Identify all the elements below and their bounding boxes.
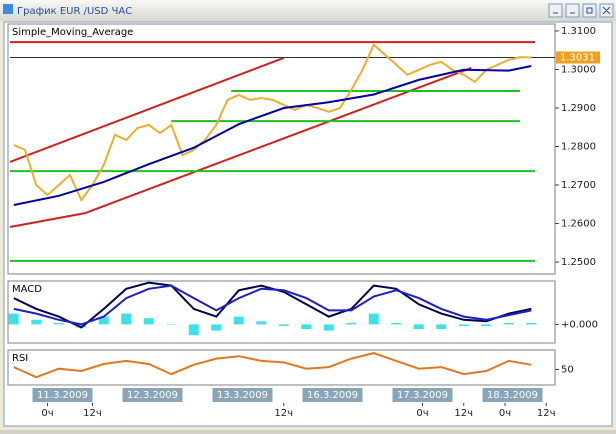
histogram-bar [503,322,514,325]
date-box [212,388,273,402]
histogram-bar [458,324,469,326]
window-title: График EUR /USD ЧАС [17,6,132,17]
histogram-bar [323,324,334,331]
button-glyphs [553,6,611,15]
date-box [392,388,453,402]
panel-frame [7,349,556,386]
histogram-bar [98,316,109,325]
histogram-bar [346,322,357,325]
date-label: 18.3.2009 [487,390,538,401]
histogram-bar [53,322,64,325]
histogram-bar [188,324,199,336]
drawn-line [9,212,86,228]
panel-label: Simple_Moving_Average [12,27,133,38]
hour-label: 0ч [41,408,53,419]
histogram-bar [256,321,267,325]
series-line [13,284,532,326]
hour-label: 12ч [537,408,556,419]
restore-button[interactable] [548,3,563,18]
histogram-bar [143,318,154,325]
date-label: 13.3.2009 [217,390,268,401]
window-icon [3,4,13,14]
hour-label: 12ч [274,408,293,419]
series-line [13,65,532,206]
histogram-bar [233,316,244,325]
series-line [13,352,532,379]
y-tick-label: +0.000 [561,319,598,330]
hour-label: 0ч [416,408,428,419]
y-tick-label: 1.2900 [561,103,596,114]
y-tick-label: 50 [561,364,574,375]
histogram-bar [211,324,222,331]
minimize-button[interactable] [565,3,580,18]
y-tick-label: 1.2600 [561,219,596,230]
histogram-bar [8,313,19,325]
date-box [302,388,363,402]
y-tick-label: 1.2700 [561,180,596,191]
date-label: 16.3.2009 [307,390,358,401]
hour-label: 12ч [83,408,102,419]
panel-label: RSI [12,353,28,364]
y-tick-label: 1.3000 [561,64,596,75]
date-box [122,388,183,402]
drawn-line [84,66,472,215]
histogram-bar [391,322,402,325]
histogram-bar [76,324,87,328]
date-box [482,388,543,402]
histogram-bar [436,324,447,330]
histogram-bar [166,324,177,325]
panel-label: MACD [12,284,42,295]
histogram-bar [481,324,492,326]
histogram-bar [31,319,42,325]
panel-frame [7,23,556,275]
drawn-line [9,56,285,163]
window-buttons [548,3,614,18]
histogram-bar [301,324,312,330]
date-label: 17.3.2009 [397,390,448,401]
histogram-bar [278,324,289,326]
y-tick-label: 1.2500 [561,257,596,268]
hour-label: 12ч [454,408,473,419]
hour-label: 0ч [499,408,511,419]
date-label: 11.3.2009 [37,390,88,401]
date-label: 12.3.2009 [127,390,178,401]
last-price-box [556,51,600,64]
y-tick-label: 1.2800 [561,141,596,152]
maximize-button[interactable] [582,3,597,18]
date-box [32,388,93,402]
histogram-bar [413,324,424,330]
y-tick-label: 1.3100 [561,26,596,37]
histogram-bar [368,313,379,325]
series-line [13,43,532,202]
histogram-bar [121,313,132,325]
last-price-label: 1.3031 [560,53,595,64]
title-bar [0,0,616,21]
histogram-bar [526,322,537,325]
